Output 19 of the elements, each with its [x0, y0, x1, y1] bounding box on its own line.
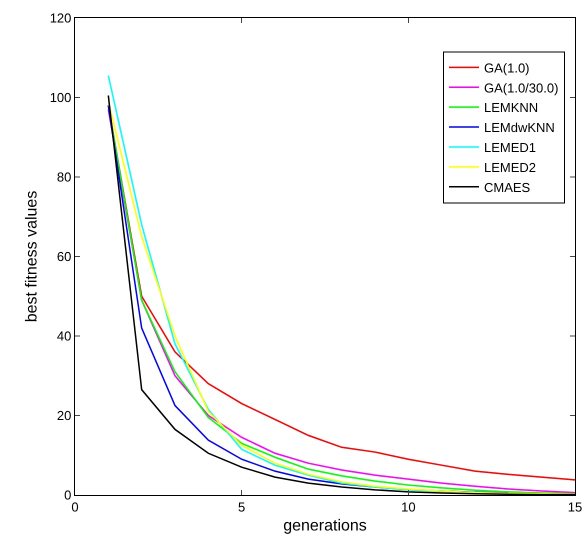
y-tick-label: 80 [56, 170, 72, 185]
y-tick-label: 20 [56, 408, 72, 424]
y-tick-label: 120 [50, 10, 72, 26]
y-tick-label: 60 [56, 249, 72, 264]
x-tick-label: 5 [238, 500, 246, 515]
x-tick-label: 10 [401, 500, 416, 515]
legend-label: LEMKNN [484, 100, 538, 116]
y-axis-title: best fitness values [24, 190, 41, 322]
legend-label: LEMED1 [484, 140, 536, 156]
y-tick-label: 0 [64, 488, 72, 503]
x-axis-title: generations [283, 517, 367, 534]
legend-label: GA(1.0/30.0) [484, 80, 558, 96]
x-tick-label: 15 [568, 500, 582, 515]
legend-label: LEMdwKNN [484, 120, 555, 136]
legend-label: GA(1.0) [484, 60, 530, 76]
y-tick-label: 100 [50, 90, 72, 106]
legend-label: LEMED2 [484, 160, 536, 175]
y-tick-label: 40 [56, 328, 72, 344]
legend-label: CMAES [484, 180, 531, 195]
